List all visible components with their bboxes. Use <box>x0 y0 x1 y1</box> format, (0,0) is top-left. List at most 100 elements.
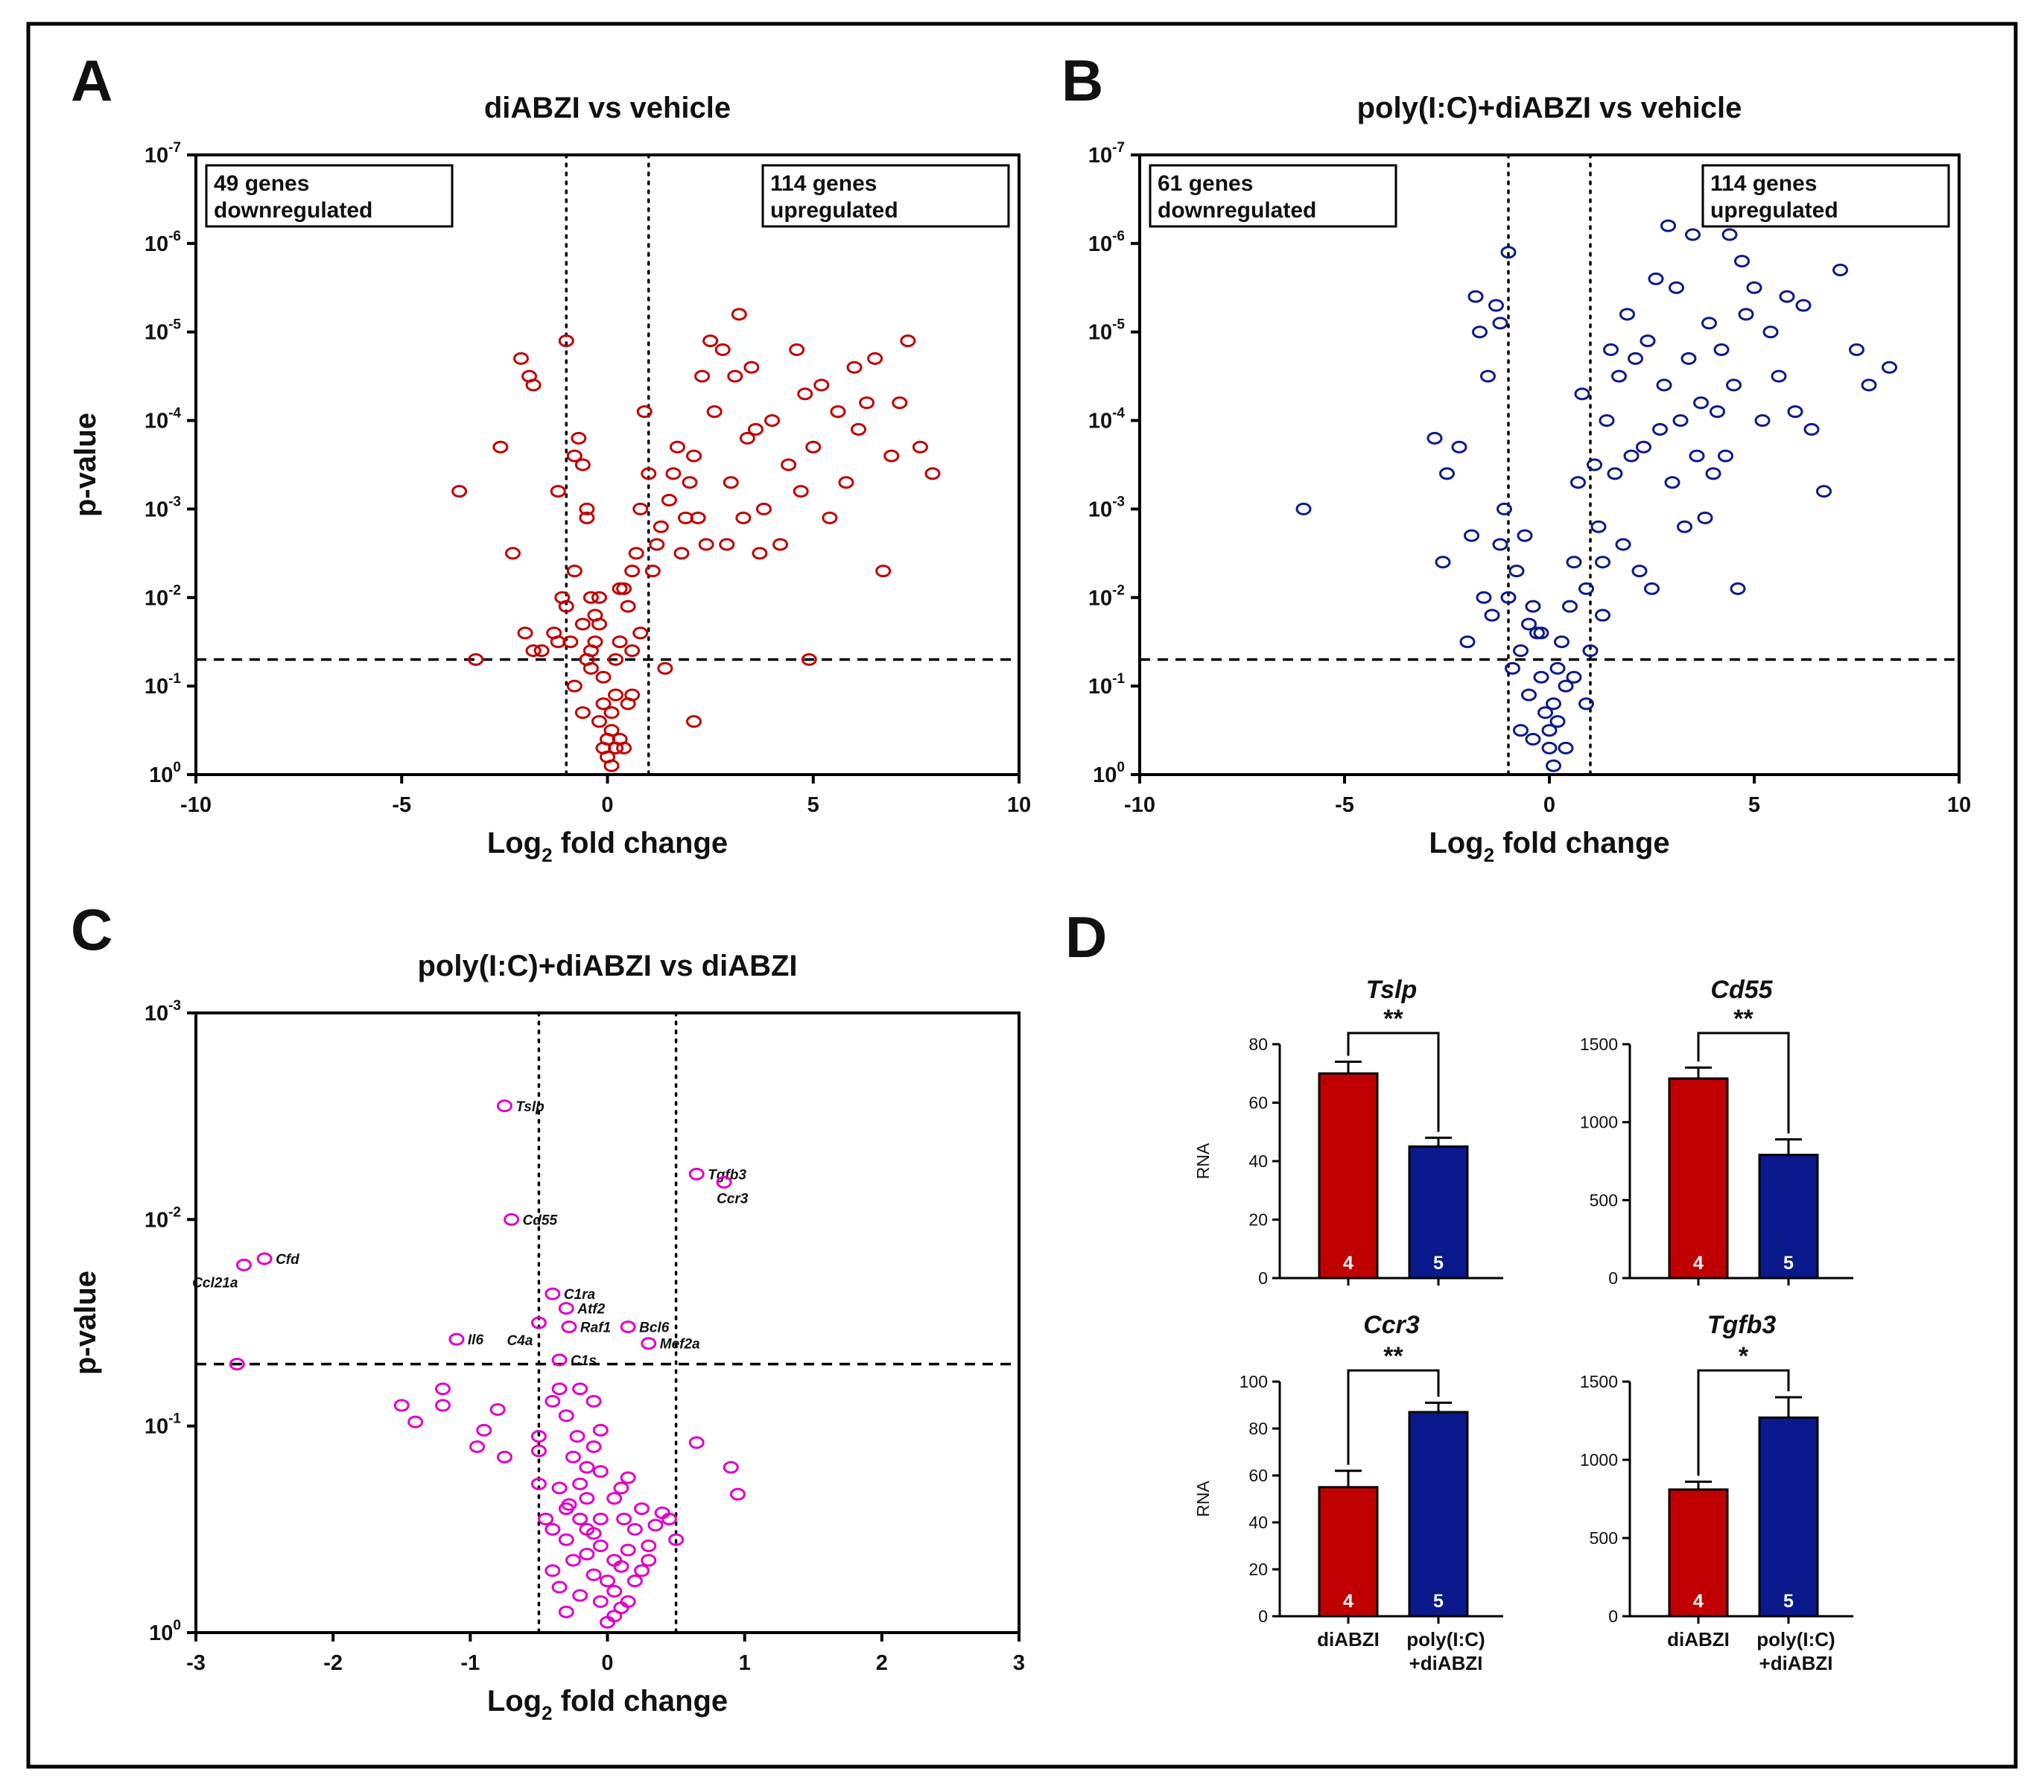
data-point <box>569 1430 585 1443</box>
data-point <box>1500 246 1517 259</box>
data-point <box>583 644 599 658</box>
data-point <box>1587 458 1602 471</box>
data-point <box>1484 609 1500 622</box>
data-point <box>572 1477 588 1490</box>
y-tick-label: 100 <box>149 760 181 787</box>
data-point <box>1607 467 1623 480</box>
y-tick-exp: -4 <box>1112 406 1125 422</box>
annotation-count: 114 genes <box>770 171 877 196</box>
y-tick-label: 10-7 <box>1088 140 1125 168</box>
data-point <box>723 476 739 489</box>
data-point <box>1652 422 1668 436</box>
data-point <box>838 476 854 489</box>
data-point <box>1492 538 1508 551</box>
data-point <box>1730 582 1746 595</box>
x-tick-label: 0 <box>601 793 613 817</box>
data-point <box>1525 600 1541 613</box>
bar-subplot: Tgfb3 0 500 1000 1500 4 5 * diABZI poly(I:C)+diAB… <box>1580 1311 1853 1674</box>
data-point <box>558 600 574 613</box>
significance-stars: ** <box>1383 1005 1403 1033</box>
data-point <box>476 1423 492 1437</box>
data-point <box>530 1430 547 1443</box>
data-point <box>603 759 620 772</box>
data-point <box>641 467 657 480</box>
bar-y-tick-label: 100 <box>1240 1372 1268 1391</box>
data-point <box>1513 724 1529 737</box>
bar-y-axis-label: RNA <box>1193 1143 1213 1179</box>
data-point <box>1480 369 1496 383</box>
data-point <box>653 520 669 533</box>
labeled-data-point <box>530 1316 547 1329</box>
bar-category-label: diABZI <box>1317 1628 1380 1650</box>
data-point <box>606 1610 623 1623</box>
data-point <box>229 1357 245 1370</box>
data-point <box>1562 600 1578 613</box>
bar-category-label: +diABZI <box>1759 1652 1833 1674</box>
data-point <box>729 1487 746 1501</box>
data-point <box>1464 529 1479 542</box>
x-tick-label: 3 <box>1013 1651 1025 1675</box>
data-point <box>735 511 752 524</box>
data-point <box>641 1554 657 1567</box>
data-point <box>1779 290 1795 303</box>
annotation-direction: downregulated <box>1158 198 1316 223</box>
data-point <box>805 440 822 454</box>
data-point <box>592 1540 609 1553</box>
labeled-data-point <box>496 1099 512 1113</box>
y-tick-exp: 0 <box>173 760 181 775</box>
y-tick-exp: -7 <box>1112 140 1125 156</box>
data-point <box>1488 299 1504 312</box>
data-point <box>574 458 591 471</box>
y-tick-exp: -1 <box>1112 671 1125 687</box>
data-point <box>550 485 566 498</box>
data-point <box>912 440 928 454</box>
y-tick-label: 10-2 <box>1088 582 1125 610</box>
data-point <box>1640 334 1656 348</box>
labeled-data-point <box>256 1252 273 1265</box>
data-point <box>566 679 583 693</box>
bar-category-label: diABZI <box>1667 1628 1730 1650</box>
data-point <box>641 1540 657 1553</box>
y-tick-exp: -6 <box>1112 229 1125 244</box>
data-point <box>620 600 636 613</box>
data-point <box>626 1575 643 1588</box>
y-tick-exp: -3 <box>168 494 181 509</box>
data-point <box>504 547 521 560</box>
data-point <box>789 343 805 356</box>
data-point <box>668 1533 685 1546</box>
data-point <box>657 661 673 675</box>
x-tick-label: 10 <box>1947 793 1971 817</box>
data-point <box>747 422 764 436</box>
x-tick-label: -10 <box>180 793 212 817</box>
data-point <box>551 1580 568 1594</box>
data-point <box>1701 317 1717 330</box>
data-point <box>634 1502 650 1516</box>
data-point <box>813 378 830 392</box>
data-point <box>1882 360 1897 374</box>
data-point <box>1595 609 1610 622</box>
data-point <box>1693 396 1709 410</box>
data-point <box>468 652 484 666</box>
data-point <box>764 414 780 428</box>
data-point <box>690 511 706 524</box>
x-tick-label: 0 <box>601 1651 613 1675</box>
y-tick-label: 10-2 <box>145 582 181 610</box>
data-point <box>900 334 916 348</box>
y-tick-label: 100 <box>149 1618 181 1645</box>
data-point <box>797 387 813 401</box>
data-point <box>661 494 677 507</box>
significance-bracket <box>1347 1369 1440 1465</box>
data-point <box>595 697 612 711</box>
data-point <box>1611 369 1627 383</box>
significance-stars: ** <box>1733 1005 1753 1033</box>
data-point <box>1660 219 1676 232</box>
data-point <box>694 369 711 383</box>
data-point <box>579 511 595 524</box>
y-tick-exp: -2 <box>168 582 181 598</box>
y-tick-exp: -4 <box>168 406 181 422</box>
data-point <box>1558 679 1574 693</box>
y-tick-base: 10 <box>1088 232 1112 256</box>
x-axis-label-main: Log <box>1429 827 1483 860</box>
data-point <box>686 449 702 463</box>
